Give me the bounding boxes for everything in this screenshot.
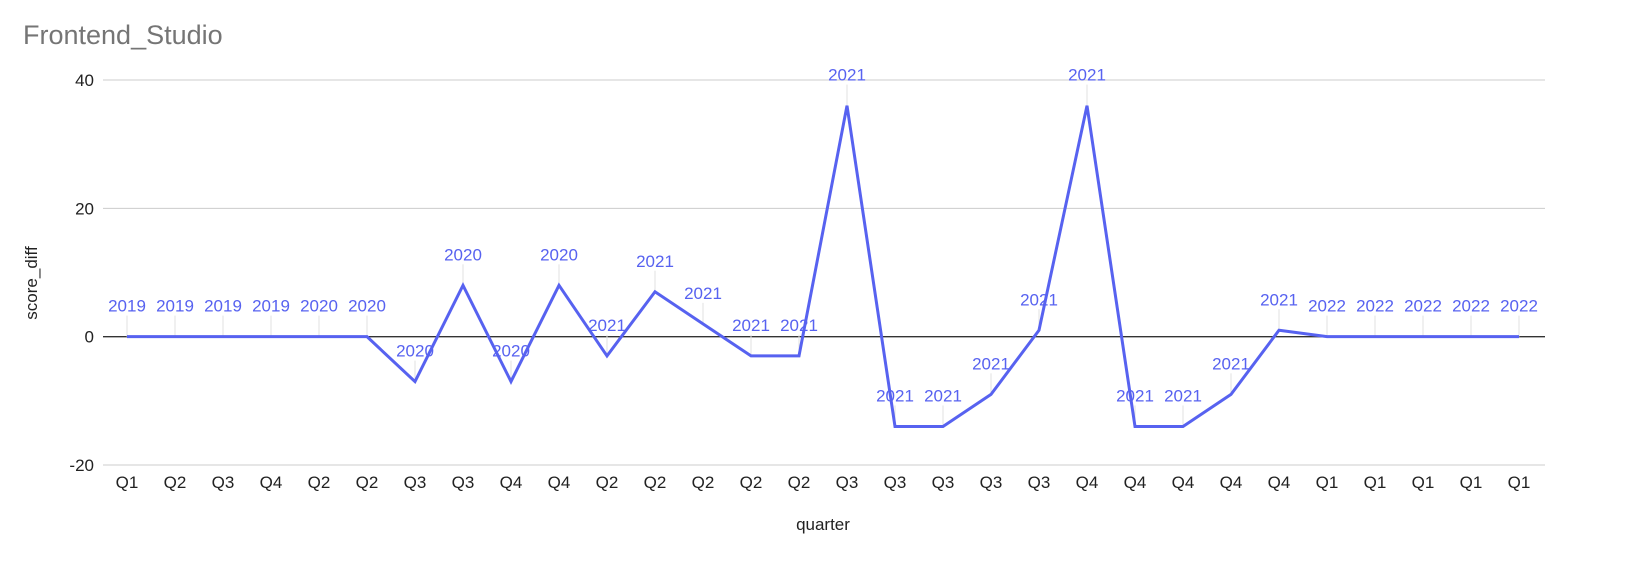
data-label: 2021 [972,354,1010,373]
data-label: 2021 [924,387,962,406]
y-tick-label: 0 [85,328,94,347]
data-label: 2021 [732,316,770,335]
data-label: 2022 [1404,297,1442,316]
data-label: 2020 [348,297,386,316]
data-label-leaders [126,84,1520,427]
x-tick-label: Q4 [1076,473,1099,492]
x-tick-label: Q2 [644,473,667,492]
data-label: 2019 [204,297,242,316]
data-label: 2020 [540,245,578,264]
x-tick-label: Q4 [1220,473,1243,492]
y-axis-title: score_diff [22,246,41,320]
x-tick-label: Q3 [1028,473,1051,492]
data-label: 2021 [1020,290,1058,309]
data-label: 2021 [1260,290,1298,309]
x-tick-label: Q3 [884,473,907,492]
data-label: 2022 [1500,297,1538,316]
data-label: 2019 [156,297,194,316]
data-label: 2021 [876,387,914,406]
data-label: 2020 [300,297,338,316]
data-label: 2021 [636,252,674,271]
y-tick-label: 40 [75,71,94,90]
x-tick-label: Q1 [1316,473,1339,492]
x-tick-label: Q2 [788,473,811,492]
data-label: 2019 [252,297,290,316]
x-tick-label: Q3 [212,473,235,492]
x-tick-label: Q1 [1460,473,1483,492]
x-tick-label: Q2 [164,473,187,492]
chart-title: Frontend_Studio [23,20,223,50]
x-tick-label: Q2 [596,473,619,492]
data-label: 2019 [108,297,146,316]
data-label: 2020 [396,342,434,361]
x-tick-label: Q2 [692,473,715,492]
y-tick-label: -20 [69,456,94,475]
data-label: 2021 [828,66,866,85]
series-line [127,105,1519,428]
data-label: 2020 [492,342,530,361]
x-tick-label: Q3 [404,473,427,492]
data-label: 2021 [780,316,818,335]
x-tick-label: Q1 [1412,473,1435,492]
data-label: 2021 [1212,354,1250,373]
data-label: 2021 [1116,387,1154,406]
x-tick-label: Q1 [1364,473,1387,492]
data-label: 2021 [1068,66,1106,85]
data-label: 2022 [1452,297,1490,316]
x-tick-label: Q4 [1124,473,1147,492]
x-tick-label: Q3 [836,473,859,492]
x-tick-label: Q4 [260,473,283,492]
data-labels: 2019 2019 2019 2019 2020 2020 2020 2020 2020 2020… [108,66,1538,406]
x-tick-label: Q3 [932,473,955,492]
data-label: 2021 [684,284,722,303]
x-tick-label: Q4 [500,473,523,492]
data-label: 2021 [1164,387,1202,406]
x-tick-label: Q2 [308,473,331,492]
x-axis-title: quarter [796,515,850,534]
y-tick-labels: -20 0 20 40 [69,71,94,475]
gridlines [103,79,1545,466]
x-tick-labels: Q1 Q2 Q3 Q4 Q2 Q2 Q3 Q3 Q4 Q4 Q2 Q2 Q2 Q2 Q2 Q3 Q3 Q3 Q3 Q3… [116,473,1531,492]
data-label: 2020 [444,245,482,264]
x-tick-label: Q1 [1508,473,1531,492]
data-label: 2021 [588,316,626,335]
x-tick-label: Q2 [356,473,379,492]
x-tick-label: Q4 [548,473,571,492]
x-tick-label: Q3 [980,473,1003,492]
y-tick-label: 20 [75,199,94,218]
data-label: 2022 [1356,297,1394,316]
x-tick-label: Q3 [452,473,475,492]
x-tick-label: Q2 [740,473,763,492]
x-tick-label: Q4 [1268,473,1291,492]
data-label: 2022 [1308,297,1346,316]
x-tick-label: Q4 [1172,473,1195,492]
x-tick-label: Q1 [116,473,139,492]
